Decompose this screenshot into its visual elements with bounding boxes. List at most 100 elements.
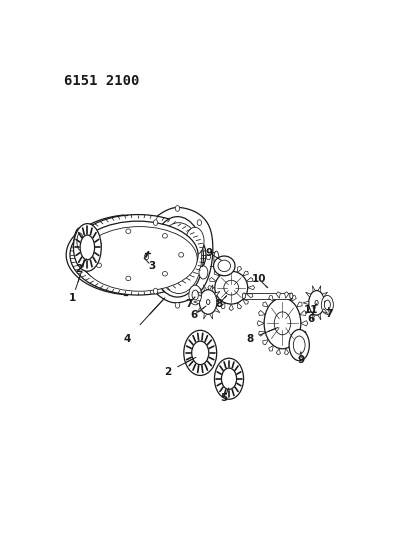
Text: 7: 7: [185, 299, 192, 309]
Ellipse shape: [189, 285, 202, 305]
Polygon shape: [237, 266, 242, 272]
Polygon shape: [259, 311, 265, 316]
Polygon shape: [144, 207, 213, 303]
Polygon shape: [318, 286, 321, 292]
Ellipse shape: [96, 263, 102, 268]
Polygon shape: [217, 300, 223, 304]
Text: 6: 6: [307, 314, 315, 324]
Ellipse shape: [126, 229, 131, 233]
Ellipse shape: [206, 254, 211, 260]
Text: 1: 1: [69, 293, 76, 303]
Text: 6: 6: [190, 310, 197, 320]
Polygon shape: [208, 286, 215, 290]
Ellipse shape: [175, 302, 180, 308]
Polygon shape: [246, 278, 253, 281]
Text: 9: 9: [206, 248, 213, 258]
Polygon shape: [246, 294, 253, 298]
Ellipse shape: [153, 288, 158, 294]
Ellipse shape: [186, 227, 204, 255]
Polygon shape: [322, 309, 328, 313]
Polygon shape: [215, 292, 220, 296]
Polygon shape: [210, 313, 213, 319]
Text: 4: 4: [123, 334, 131, 344]
Polygon shape: [243, 299, 248, 304]
Ellipse shape: [309, 290, 324, 315]
Ellipse shape: [206, 300, 210, 304]
Polygon shape: [300, 311, 306, 316]
Polygon shape: [210, 285, 213, 291]
Text: 9: 9: [298, 356, 305, 365]
Ellipse shape: [144, 254, 149, 260]
Text: 11: 11: [304, 305, 319, 315]
Ellipse shape: [197, 288, 202, 294]
Ellipse shape: [175, 206, 180, 211]
Polygon shape: [300, 331, 306, 336]
Text: 8: 8: [246, 334, 254, 344]
Polygon shape: [214, 271, 220, 276]
Ellipse shape: [224, 280, 239, 295]
Ellipse shape: [70, 215, 206, 295]
Polygon shape: [313, 286, 315, 292]
Polygon shape: [204, 285, 206, 291]
Polygon shape: [297, 302, 302, 307]
Polygon shape: [204, 313, 206, 319]
Ellipse shape: [96, 242, 102, 247]
Ellipse shape: [322, 295, 333, 314]
Ellipse shape: [184, 330, 217, 375]
Ellipse shape: [315, 301, 318, 305]
Ellipse shape: [73, 224, 101, 271]
Ellipse shape: [324, 300, 330, 310]
Ellipse shape: [218, 260, 231, 272]
Ellipse shape: [197, 220, 202, 225]
Ellipse shape: [126, 276, 131, 281]
Polygon shape: [318, 314, 321, 320]
Polygon shape: [221, 303, 225, 309]
Ellipse shape: [214, 251, 219, 266]
Text: 7: 7: [326, 309, 333, 319]
Text: 8: 8: [215, 299, 222, 309]
Ellipse shape: [290, 293, 293, 298]
Ellipse shape: [74, 228, 86, 256]
Polygon shape: [306, 309, 311, 313]
Polygon shape: [313, 314, 315, 320]
Polygon shape: [215, 308, 220, 313]
Ellipse shape: [289, 329, 309, 361]
Ellipse shape: [213, 256, 235, 276]
Polygon shape: [276, 349, 280, 355]
Text: 2: 2: [75, 264, 82, 274]
Polygon shape: [210, 294, 216, 298]
Polygon shape: [263, 340, 268, 345]
Ellipse shape: [77, 233, 83, 251]
Ellipse shape: [215, 358, 244, 399]
Polygon shape: [303, 301, 309, 304]
Polygon shape: [248, 286, 255, 290]
Ellipse shape: [264, 298, 301, 349]
Text: 10: 10: [252, 274, 266, 285]
Polygon shape: [263, 302, 268, 307]
Polygon shape: [194, 300, 200, 304]
Ellipse shape: [157, 238, 166, 251]
Polygon shape: [221, 266, 225, 272]
Ellipse shape: [153, 220, 158, 225]
Polygon shape: [196, 292, 202, 296]
Polygon shape: [306, 292, 311, 297]
Polygon shape: [292, 296, 296, 301]
Polygon shape: [284, 349, 289, 355]
Polygon shape: [322, 292, 328, 297]
Text: 6151 2100: 6151 2100: [64, 74, 139, 88]
Polygon shape: [214, 299, 220, 304]
Ellipse shape: [82, 227, 197, 291]
Polygon shape: [276, 292, 280, 298]
Polygon shape: [284, 292, 289, 298]
Polygon shape: [244, 293, 291, 298]
Ellipse shape: [192, 341, 209, 365]
Polygon shape: [210, 278, 216, 281]
Ellipse shape: [242, 293, 246, 298]
Ellipse shape: [215, 271, 248, 304]
Polygon shape: [269, 345, 273, 351]
Polygon shape: [324, 301, 330, 304]
Ellipse shape: [162, 271, 167, 276]
Ellipse shape: [222, 368, 237, 390]
Polygon shape: [292, 345, 296, 351]
Ellipse shape: [274, 312, 291, 335]
